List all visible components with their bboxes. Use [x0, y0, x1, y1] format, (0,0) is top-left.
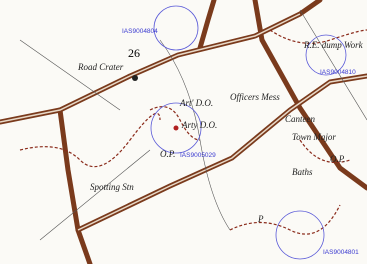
label: Canteen	[285, 114, 315, 124]
map: IAS9004804 26 Road Crater R.E. dump Work…	[0, 0, 367, 264]
crater	[132, 75, 138, 81]
label: O.P.	[160, 149, 175, 159]
label: IAS9004801	[323, 249, 359, 256]
label: Art' D.O.	[179, 98, 213, 108]
label: IAS9005029	[180, 152, 216, 159]
label: Spotting Stn	[90, 182, 134, 192]
label: IAS9004804	[122, 28, 158, 35]
point	[174, 126, 179, 131]
label: Baths	[292, 167, 313, 177]
label: O.P.	[330, 154, 345, 164]
label: Officers Mess	[230, 92, 280, 102]
label: R.E. dump Work	[303, 40, 364, 50]
label: Arty D.O.	[181, 120, 217, 130]
label: 26	[128, 46, 140, 60]
label: Town Major	[292, 132, 336, 142]
label: IAS9004810	[320, 69, 356, 76]
label: P	[257, 214, 264, 224]
label: Road Crater	[77, 62, 124, 72]
